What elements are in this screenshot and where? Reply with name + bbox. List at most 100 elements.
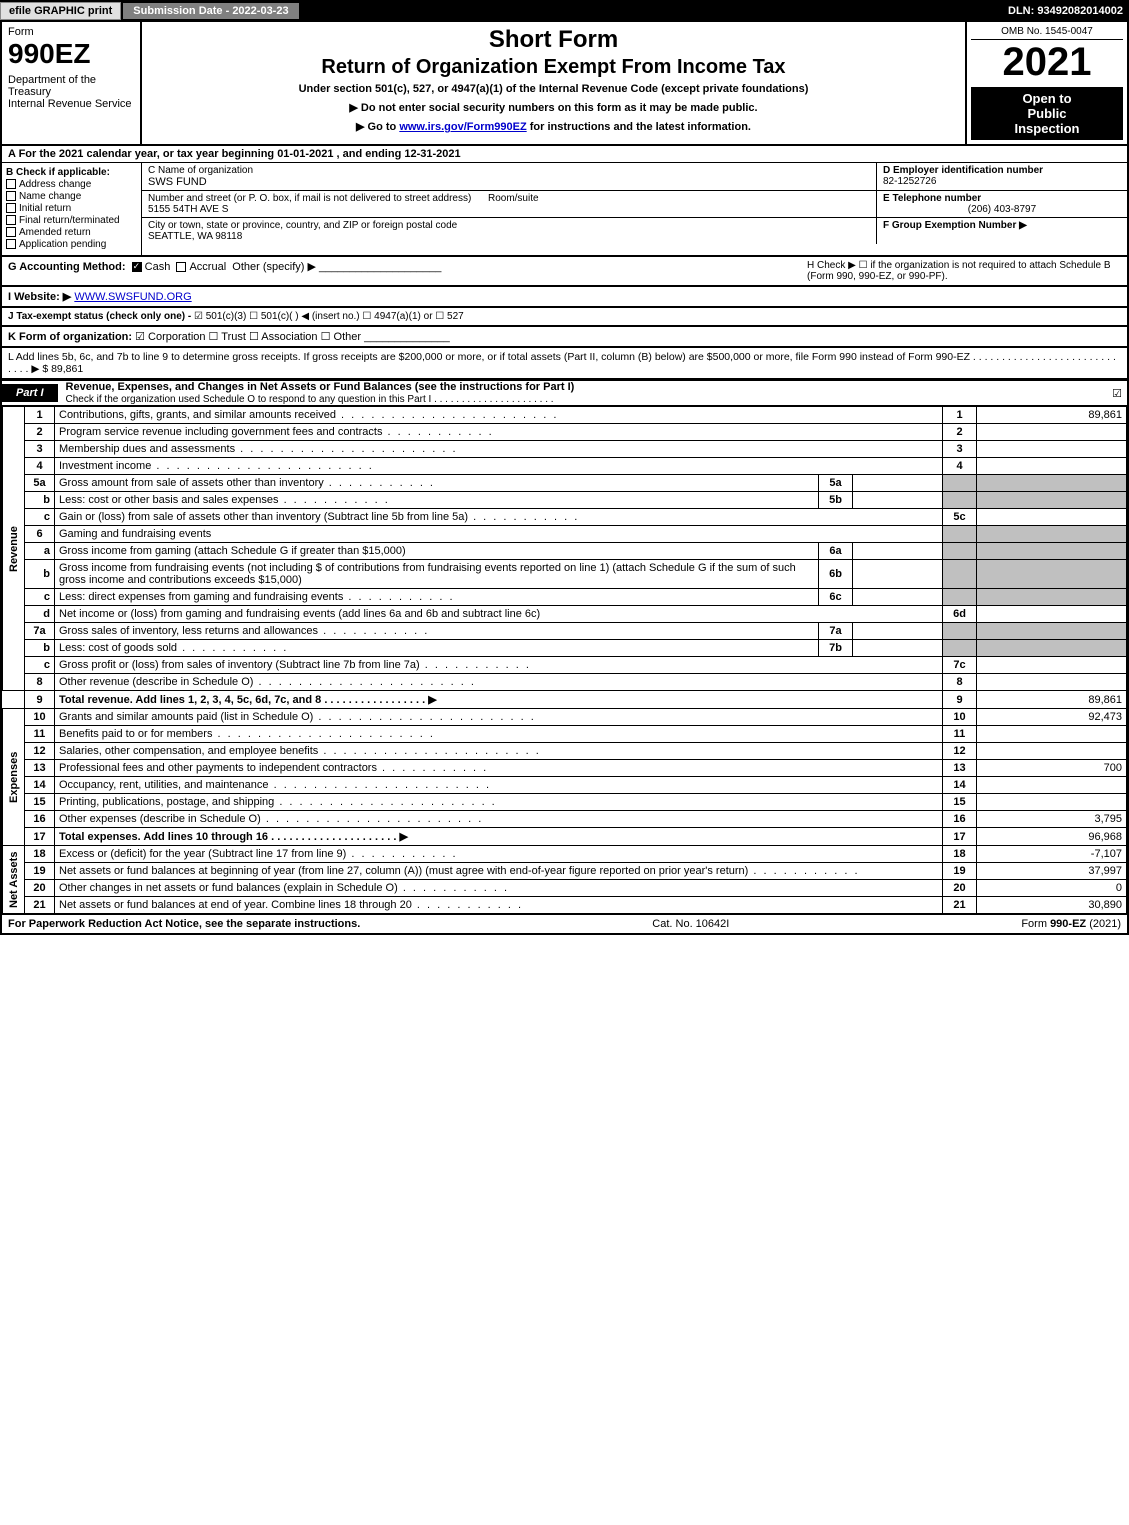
d-6c: Less: direct expenses from gaming and fu… [55,589,819,606]
a-20: 0 [977,880,1127,897]
c-15: 15 [943,794,977,811]
d-18: Excess or (deficit) for the year (Subtra… [55,846,943,863]
org-name: SWS FUND [148,176,870,188]
a-6a-shade [977,543,1127,560]
n-7c: c [25,657,55,674]
box-6c: 6c [819,589,853,606]
a-21: 30,890 [977,897,1127,914]
n-14: 14 [25,777,55,794]
part-i-checkbox[interactable]: ☑ [1107,387,1127,400]
c-16: 16 [943,811,977,828]
n-11: 11 [25,726,55,743]
n-6b: b [25,560,55,589]
n-6c: c [25,589,55,606]
label-i: I Website: ▶ [8,291,71,303]
chk-accrual[interactable] [176,262,186,272]
d-6a: Gross income from gaming (attach Schedul… [55,543,819,560]
opt-amended-return: Amended return [19,227,91,238]
website-link[interactable]: WWW.SWSFUND.ORG [74,291,191,303]
c-13: 13 [943,760,977,777]
d-2: Program service revenue including govern… [55,424,943,441]
a-19: 37,997 [977,863,1127,880]
c-8: 8 [943,674,977,691]
bv-5b [853,492,943,509]
chk-address-change[interactable]: Address change [6,179,137,190]
c-4: 4 [943,458,977,475]
n-13: 13 [25,760,55,777]
chk-amended-return[interactable]: Amended return [6,227,137,238]
chk-application-pending[interactable]: Application pending [6,239,137,250]
c-6a-shade [943,543,977,560]
box-7b: 7b [819,640,853,657]
part-i-title: Revenue, Expenses, and Changes in Net As… [58,381,1107,405]
box-6a: 6a [819,543,853,560]
section-gh: G Accounting Method: Cash Accrual Other … [0,256,1129,286]
goto-post: for instructions and the latest informat… [530,121,751,133]
d-14: Occupancy, rent, utilities, and maintena… [55,777,943,794]
d-6b: Gross income from fundraising events (no… [55,560,819,589]
a-5c [977,509,1127,526]
d-7a: Gross sales of inventory, less returns a… [55,623,819,640]
part-i-tab: Part I [2,384,58,402]
c-6-shade [943,526,977,543]
n-9: 9 [25,691,55,709]
c-7c: 7c [943,657,977,674]
section-g: G Accounting Method: Cash Accrual Other … [8,260,801,282]
footer: For Paperwork Reduction Act Notice, see … [0,914,1129,935]
d-1: Contributions, gifts, grants, and simila… [55,407,943,424]
label-street: Number and street (or P. O. box, if mail… [148,193,471,204]
n-6: 6 [25,526,55,543]
d-16: Other expenses (describe in Schedule O) [55,811,943,828]
opt-application-pending: Application pending [19,239,106,250]
section-bcdef: B Check if applicable: Address change Na… [0,163,1129,256]
a-7b-shade [977,640,1127,657]
city-value: SEATTLE, WA 98118 [148,231,870,242]
bv-6b [853,560,943,589]
part-i-check-line: Check if the organization used Schedule … [66,394,554,405]
c-6b-shade [943,560,977,589]
n-12: 12 [25,743,55,760]
chk-final-return[interactable]: Final return/terminated [6,215,137,226]
top-bar: efile GRAPHIC print Submission Date - 20… [0,0,1129,22]
opt-accrual: Accrual [189,261,226,273]
open-line3: Inspection [975,121,1119,136]
n-5c: c [25,509,55,526]
a-17: 96,968 [977,828,1127,846]
a-7a-shade [977,623,1127,640]
chk-initial-return[interactable]: Initial return [6,203,137,214]
section-b-title: B Check if applicable: [6,167,110,178]
header-center: Short Form Return of Organization Exempt… [142,22,967,144]
n-3: 3 [25,441,55,458]
c-6c-shade [943,589,977,606]
c-18: 18 [943,846,977,863]
efile-print-button[interactable]: efile GRAPHIC print [0,2,121,20]
section-h: H Check ▶ ☐ if the organization is not r… [801,260,1121,282]
d-5b: Less: cost or other basis and sales expe… [55,492,819,509]
label-city: City or town, state or province, country… [148,220,870,231]
phone-value: (206) 403-8797 [883,204,1121,215]
c-9: 9 [943,691,977,709]
a-13: 700 [977,760,1127,777]
n-19: 19 [25,863,55,880]
d-5c: Gain or (loss) from sale of assets other… [55,509,943,526]
d-5a: Gross amount from sale of assets other t… [55,475,819,492]
label-room: Room/suite [488,193,539,204]
open-to-public: Open to Public Inspection [971,87,1123,140]
title-return: Return of Organization Exempt From Incom… [148,56,959,79]
a-6c-shade [977,589,1127,606]
chk-cash[interactable] [132,262,142,272]
chk-name-change[interactable]: Name change [6,191,137,202]
c-17: 17 [943,828,977,846]
n-16: 16 [25,811,55,828]
irs-link[interactable]: www.irs.gov/Form990EZ [399,121,526,133]
n-7b: b [25,640,55,657]
a-15 [977,794,1127,811]
label-c-name: C Name of organization [148,165,870,176]
n-21: 21 [25,897,55,914]
n-10: 10 [25,709,55,726]
d-10: Grants and similar amounts paid (list in… [55,709,943,726]
a-11 [977,726,1127,743]
footer-center: Cat. No. 10642I [652,918,729,930]
d-12: Salaries, other compensation, and employ… [55,743,943,760]
form-number: 990EZ [8,38,134,70]
